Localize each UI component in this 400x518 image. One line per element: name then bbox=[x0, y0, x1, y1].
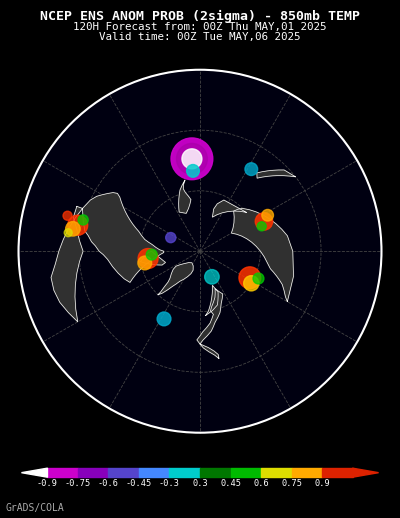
Bar bbox=[78, 468, 108, 477]
Circle shape bbox=[78, 215, 88, 225]
Circle shape bbox=[66, 222, 80, 236]
Polygon shape bbox=[140, 251, 166, 265]
FancyArrow shape bbox=[22, 468, 48, 477]
Polygon shape bbox=[232, 208, 294, 301]
Bar bbox=[48, 468, 78, 477]
Text: 0.45: 0.45 bbox=[220, 479, 241, 488]
Circle shape bbox=[157, 312, 171, 326]
Text: NCEP ENS ANOM PROB (2sigma) - 850mb TEMP: NCEP ENS ANOM PROB (2sigma) - 850mb TEMP bbox=[40, 10, 360, 23]
Circle shape bbox=[176, 143, 207, 174]
Bar bbox=[139, 468, 170, 477]
Circle shape bbox=[146, 249, 157, 260]
Bar bbox=[292, 468, 322, 477]
Text: 0.6: 0.6 bbox=[253, 479, 269, 488]
Text: -0.3: -0.3 bbox=[159, 479, 180, 488]
Text: 0.75: 0.75 bbox=[281, 479, 302, 488]
Polygon shape bbox=[206, 285, 218, 315]
Circle shape bbox=[255, 213, 273, 230]
Polygon shape bbox=[212, 200, 246, 217]
Circle shape bbox=[239, 267, 261, 289]
Circle shape bbox=[205, 269, 219, 284]
Text: 0.9: 0.9 bbox=[314, 479, 330, 488]
FancyArrow shape bbox=[352, 468, 378, 477]
Text: 0.3: 0.3 bbox=[192, 479, 208, 488]
Text: Valid time: 00Z Tue MAY,06 2025: Valid time: 00Z Tue MAY,06 2025 bbox=[99, 32, 301, 41]
Bar bbox=[322, 468, 352, 477]
Text: -0.45: -0.45 bbox=[126, 479, 152, 488]
Circle shape bbox=[257, 222, 266, 231]
Polygon shape bbox=[197, 289, 223, 358]
Text: GrADS/COLA: GrADS/COLA bbox=[6, 503, 65, 513]
Circle shape bbox=[187, 165, 199, 177]
Circle shape bbox=[68, 215, 88, 235]
Bar bbox=[261, 468, 292, 477]
Circle shape bbox=[262, 209, 274, 221]
Circle shape bbox=[253, 273, 264, 284]
Polygon shape bbox=[158, 263, 193, 295]
Bar bbox=[200, 468, 230, 477]
Bar bbox=[230, 468, 261, 477]
Polygon shape bbox=[257, 170, 295, 178]
Bar bbox=[108, 468, 139, 477]
Circle shape bbox=[138, 249, 158, 268]
Circle shape bbox=[245, 163, 258, 176]
Circle shape bbox=[18, 70, 382, 433]
Polygon shape bbox=[51, 193, 164, 322]
Text: -0.75: -0.75 bbox=[65, 479, 91, 488]
Text: 120H Forecast from: 00Z Thu MAY,01 2025: 120H Forecast from: 00Z Thu MAY,01 2025 bbox=[73, 22, 327, 32]
Bar bbox=[170, 468, 200, 477]
Circle shape bbox=[166, 233, 176, 242]
Circle shape bbox=[138, 256, 152, 270]
Circle shape bbox=[244, 276, 259, 291]
Polygon shape bbox=[179, 180, 191, 213]
Circle shape bbox=[63, 211, 72, 220]
Circle shape bbox=[64, 229, 72, 237]
Circle shape bbox=[182, 149, 202, 169]
Circle shape bbox=[171, 138, 213, 180]
Text: -0.9: -0.9 bbox=[37, 479, 58, 488]
Text: -0.6: -0.6 bbox=[98, 479, 119, 488]
